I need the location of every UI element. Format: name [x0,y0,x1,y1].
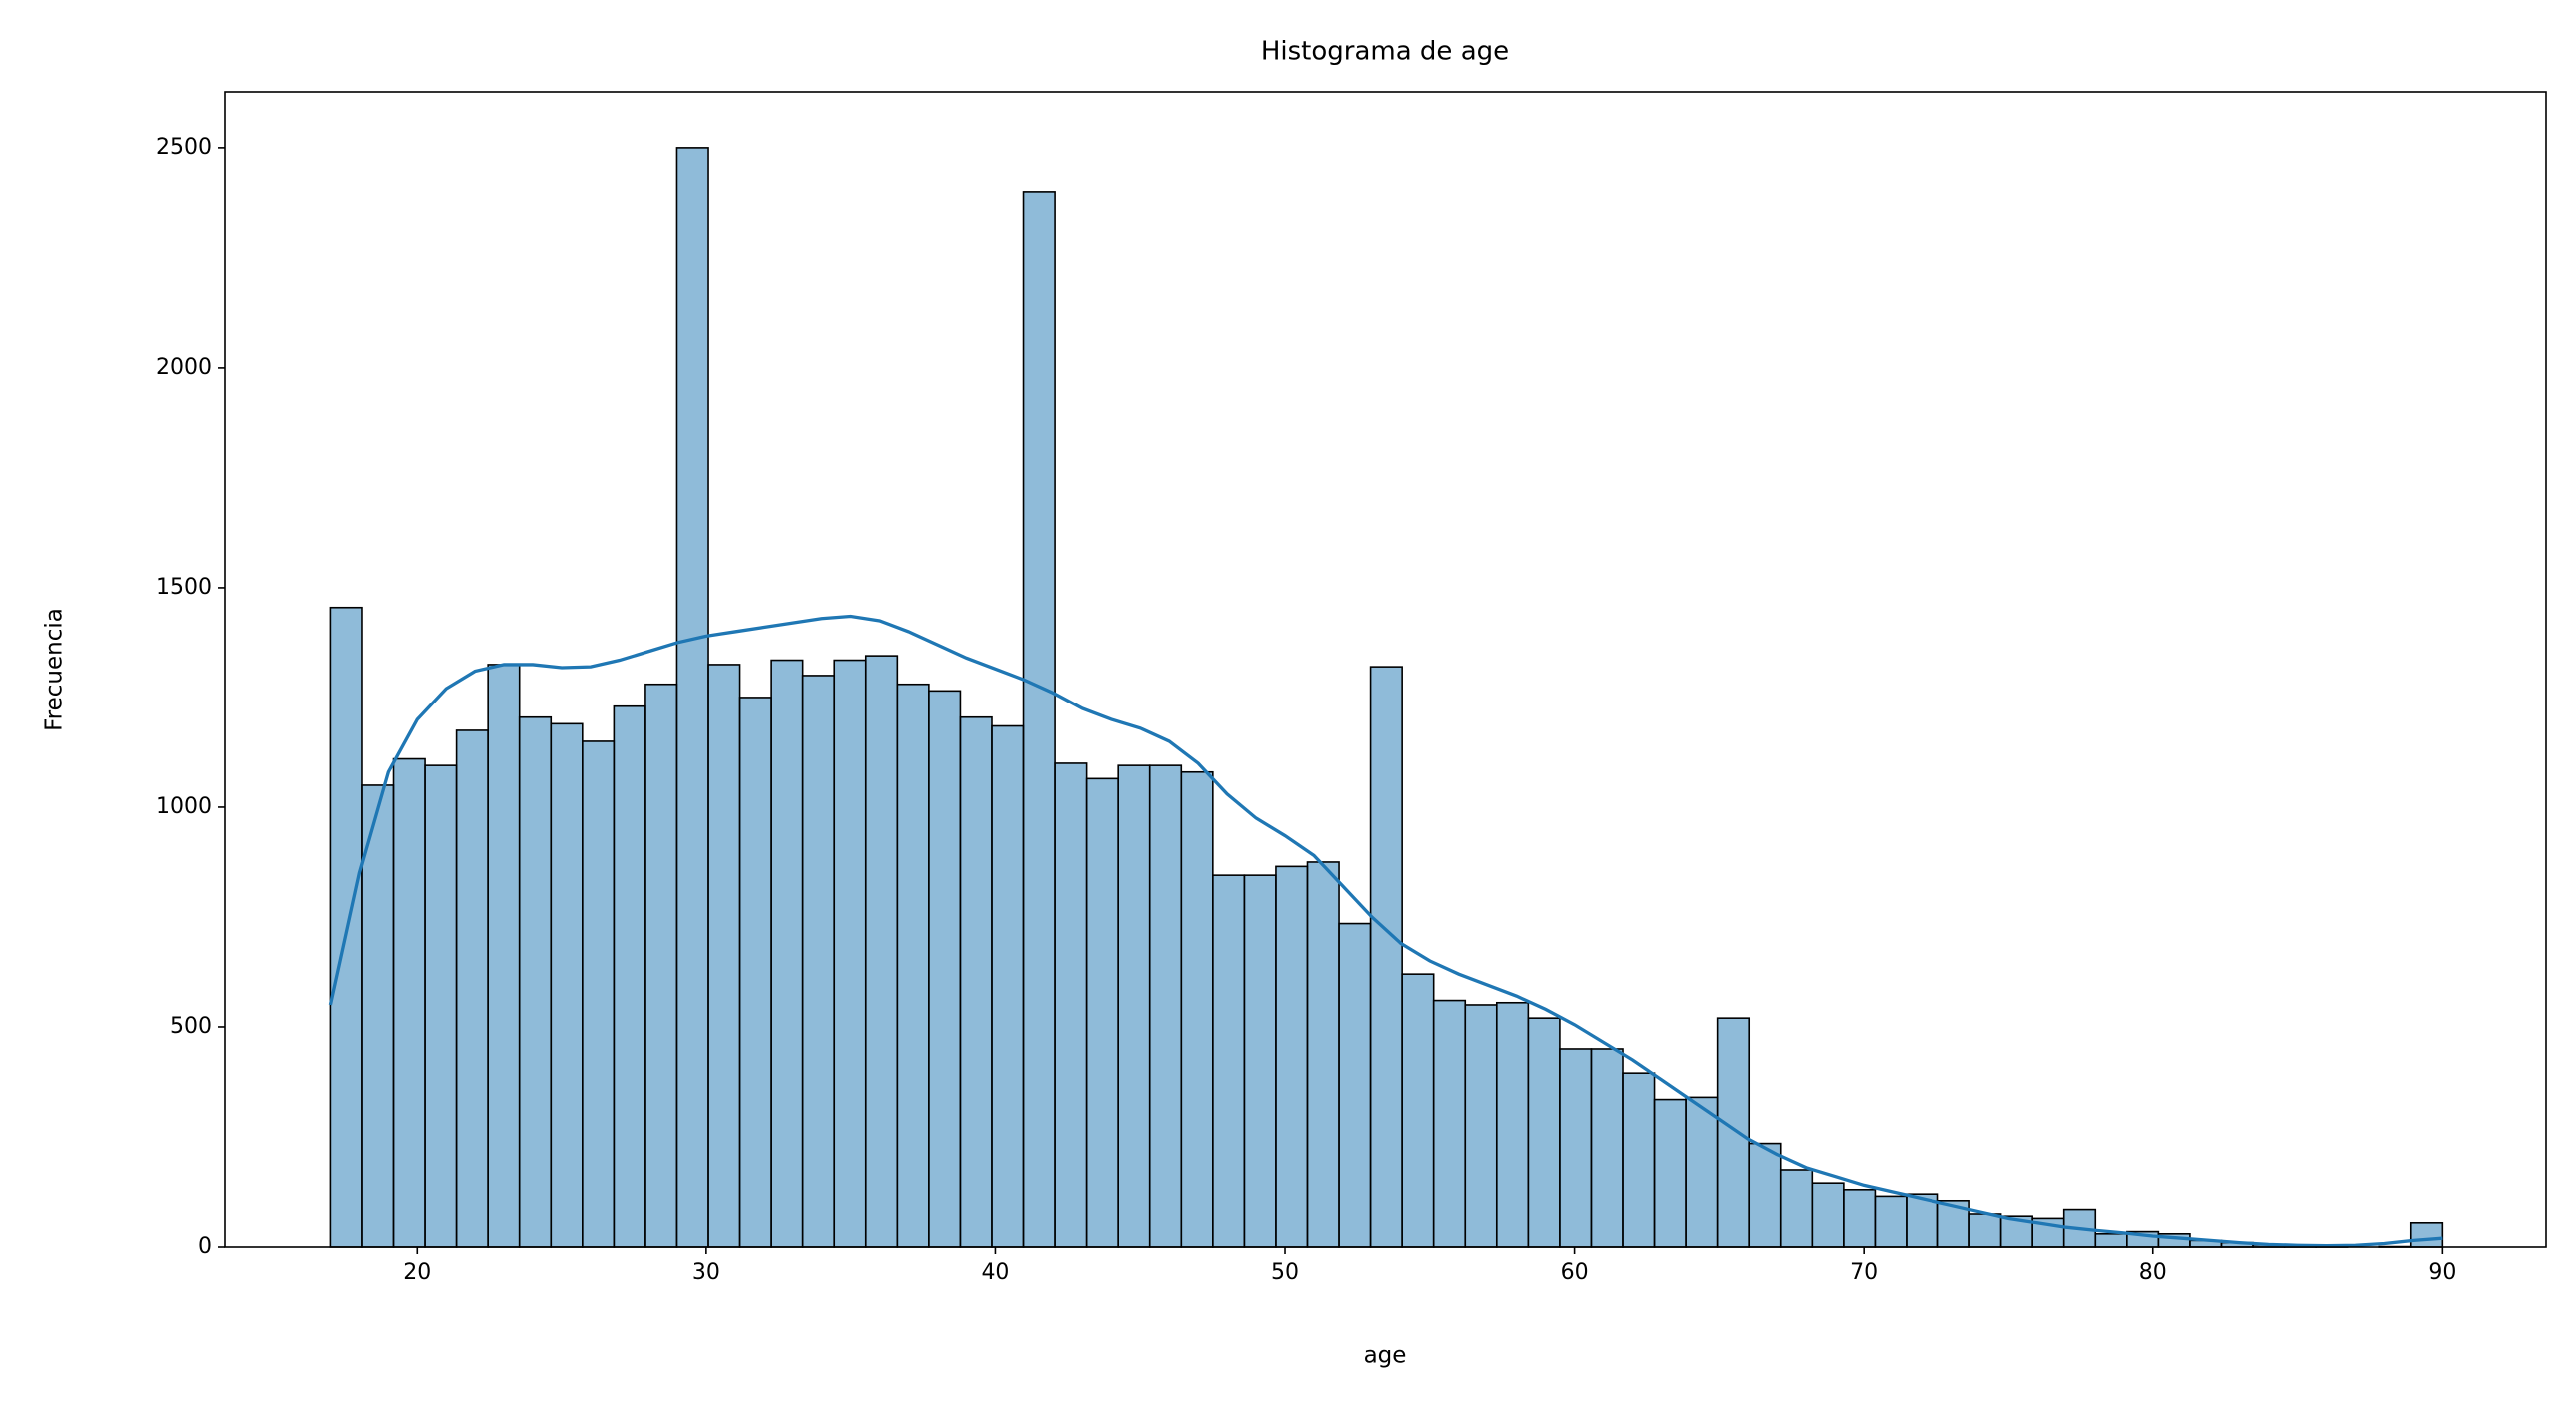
bar [1022,191,1056,1248]
bar [582,740,616,1248]
bar [1464,1004,1498,1248]
bar [801,675,836,1248]
x-tick-label: 80 [2139,1260,2167,1285]
bar [1748,1142,1782,1248]
bar [1369,666,1403,1248]
bar [675,147,709,1248]
bar [1212,874,1246,1248]
bar [1243,874,1277,1248]
x-tick-label: 90 [2428,1260,2456,1285]
y-tick-label: 1500 [156,575,212,600]
y-tick-label: 0 [198,1234,212,1259]
bar [1779,1169,1814,1248]
y-tick-label: 1000 [156,794,212,819]
bar [707,664,741,1248]
bar [1653,1098,1687,1248]
bar [392,757,426,1248]
x-tick-label: 40 [981,1260,1009,1285]
bar [1401,973,1435,1248]
bar [896,683,930,1248]
y-tick-label: 2500 [156,135,212,160]
bar [455,729,489,1248]
bar [1338,922,1372,1248]
bar [550,722,584,1248]
chart-title: Histograma de age [1261,37,1509,67]
bar [1843,1188,1877,1248]
bar [1590,1048,1624,1248]
bar [1811,1182,1845,1248]
bar [1148,764,1183,1248]
x-tick-label: 20 [403,1260,431,1285]
bar [1432,999,1467,1248]
bar [864,655,899,1248]
bar [959,715,993,1248]
bar [361,784,395,1248]
bar [991,724,1025,1248]
bar [1716,1017,1751,1248]
kde-line [328,614,2443,1248]
bar [770,659,804,1248]
bar [1117,764,1151,1248]
bar [1527,1017,1561,1248]
bar [424,764,458,1248]
y-tick-label: 2000 [156,355,212,380]
bar [1559,1048,1593,1248]
bar [1874,1195,1908,1248]
bar [2409,1221,2444,1248]
bar [487,664,521,1248]
x-tick-label: 50 [1271,1260,1299,1285]
bar [1968,1213,2002,1248]
bar [1306,861,1340,1248]
x-tick-label: 30 [692,1260,720,1285]
bar [928,690,962,1248]
x-tick-label: 60 [1561,1260,1589,1285]
bar [1495,1001,1530,1248]
y-axis-label: Frecuencia [42,608,68,731]
bar [738,697,772,1248]
plot-frame [224,91,2547,1248]
x-tick-label: 70 [1850,1260,1878,1285]
bar [1685,1096,1719,1248]
bar [1085,777,1119,1248]
bar [2094,1232,2128,1248]
bar [613,704,646,1248]
bar [833,659,867,1248]
bar [1054,762,1088,1248]
bar [1275,865,1309,1248]
y-tick-label: 500 [170,1014,212,1039]
bar [518,715,553,1248]
bar [644,683,678,1248]
x-axis-label: age [1364,1343,1407,1369]
bar [1622,1072,1656,1248]
bar [1180,770,1214,1248]
